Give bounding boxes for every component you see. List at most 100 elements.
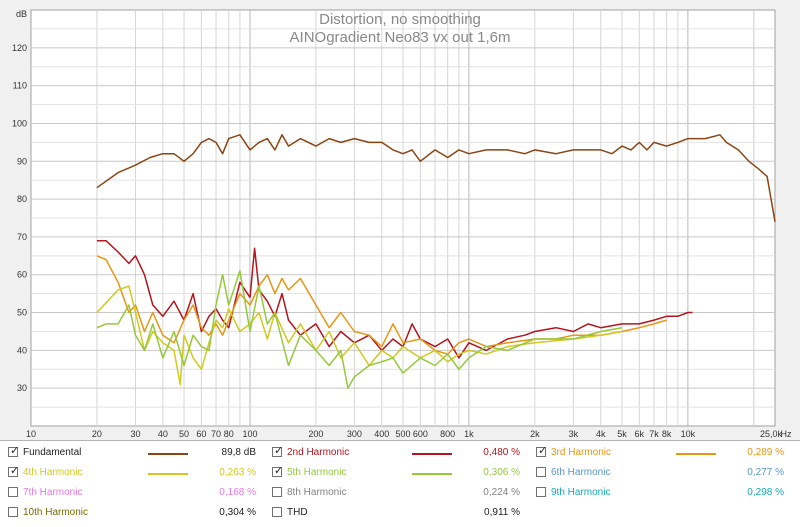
legend-name: 4th Harmonic — [23, 467, 83, 478]
x-tick-label: 200 — [308, 429, 323, 439]
legend-checkbox[interactable] — [272, 487, 282, 497]
legend-name: 2nd Harmonic — [287, 447, 350, 458]
legend-checkbox[interactable] — [8, 487, 18, 497]
legend-value: 0,306 % — [483, 467, 520, 478]
legend-item: 10th Harmonic 0,304 % — [8, 503, 270, 523]
x-tick-label: 4k — [596, 429, 606, 439]
legend-name: 5th Harmonic — [287, 467, 347, 478]
distortion-chart: 30 40 50 60 70 80 90 100 110 120 dB 10 20 30 40 50 60 70 8… — [12, 9, 792, 439]
series-line-4 — [96, 285, 623, 386]
x-axis-unit: Hz — [781, 429, 792, 439]
legend-name: 7th Harmonic — [23, 487, 83, 498]
x-tick-label: 40 — [158, 429, 168, 439]
legend-name: 6th Harmonic — [551, 467, 611, 478]
x-tick-label: 600 — [413, 429, 428, 439]
grid-layer — [30, 9, 776, 427]
legend-value: 0,224 % — [483, 487, 520, 498]
x-tick-label: 8k — [662, 429, 672, 439]
legend-checkbox[interactable]: ✓ — [8, 444, 20, 457]
checkmark-icon: ✓ — [10, 464, 20, 477]
legend-checkbox[interactable] — [272, 507, 282, 517]
legend-item: ✓ Fundamental 89,8 dB — [8, 443, 270, 463]
legend-item: 8th Harmonic 0,224 % — [272, 483, 534, 503]
legend-swatch — [148, 473, 188, 475]
y-tick-label: 110 — [13, 81, 27, 91]
x-tick-label: 800 — [440, 429, 455, 439]
legend-value: 0,263 % — [219, 467, 256, 478]
x-tick-label: 3k — [569, 429, 579, 439]
legend-item: 6th Harmonic 0,277 % — [536, 463, 798, 483]
x-tick-label: 80 — [224, 429, 234, 439]
legend-swatch — [148, 453, 188, 455]
legend-item: ✓ 2nd Harmonic 0,480 % — [272, 443, 534, 463]
y-tick-label: 120 — [12, 43, 27, 53]
x-tick-label: 500 — [395, 429, 410, 439]
legend-item: ✓ 5th Harmonic 0,306 % — [272, 463, 534, 483]
x-tick-label: 25,0k — [760, 429, 783, 439]
legend-item: ✓ 3rd Harmonic 0,289 % — [536, 443, 798, 463]
legend-name: THD — [287, 507, 308, 518]
y-tick-label: 30 — [17, 383, 27, 393]
x-tick-label: 1k — [464, 429, 474, 439]
x-tick-label: 30 — [130, 429, 140, 439]
x-tick-label: 10 — [26, 429, 36, 439]
x-tick-label: 5k — [617, 429, 627, 439]
y-tick-label: 60 — [17, 270, 27, 280]
legend-item: 9th Harmonic 0,298 % — [536, 483, 798, 503]
legend-swatch — [676, 453, 716, 455]
y-tick-label: 40 — [17, 345, 27, 355]
legend-checkbox[interactable]: ✓ — [536, 444, 548, 457]
legend-item: ✓ 4th Harmonic 0,263 % — [8, 463, 270, 483]
legend-item: THD 0,911 % — [272, 503, 534, 523]
legend-value: 0,168 % — [219, 487, 256, 498]
legend-value: 0,298 % — [747, 487, 784, 498]
legend-value: 0,911 % — [484, 507, 520, 518]
legend-value: 0,480 % — [483, 447, 520, 458]
legend-swatch — [412, 473, 452, 475]
legend-name: 10th Harmonic — [23, 507, 89, 518]
series-line-5 — [96, 270, 623, 389]
legend-checkbox[interactable]: ✓ — [272, 464, 284, 477]
y-tick-label: 100 — [12, 118, 27, 128]
x-tick-label: 50 — [179, 429, 189, 439]
checkmark-icon: ✓ — [538, 444, 548, 457]
legend-name: 3rd Harmonic — [551, 447, 612, 458]
x-tick-label: 300 — [347, 429, 362, 439]
y-tick-label: 90 — [17, 156, 27, 166]
legend-name: Fundamental — [23, 447, 82, 458]
x-tick-label: 400 — [374, 429, 389, 439]
legend-item: 7th Harmonic 0,168 % — [8, 483, 270, 503]
legend-value: 0,277 % — [747, 467, 784, 478]
y-tick-label: 70 — [17, 232, 27, 242]
x-tick-label: 60 — [196, 429, 206, 439]
x-tick-label: 6k — [635, 429, 645, 439]
y-axis-label: dB — [16, 9, 27, 19]
x-tick-label: 10k — [681, 429, 696, 439]
legend-name: 8th Harmonic — [287, 487, 347, 498]
series-layer — [96, 134, 776, 389]
legend-checkbox[interactable] — [536, 467, 546, 477]
checkmark-icon: ✓ — [10, 444, 20, 457]
x-tick-label: 2k — [530, 429, 540, 439]
checkmark-icon: ✓ — [274, 464, 284, 477]
legend-panel: ✓ Fundamental 89,8 dB ✓ 2nd Harmonic 0,480 % ✓… — [0, 440, 800, 527]
legend-name: 9th Harmonic — [551, 487, 611, 498]
legend-checkbox[interactable] — [8, 507, 18, 517]
x-tick-label: 100 — [242, 429, 257, 439]
chart-title: Distortion, no smoothing — [319, 11, 481, 28]
chart-subtitle: AINOgradient Neo83 vx out 1,6m — [290, 29, 511, 46]
legend-checkbox[interactable]: ✓ — [8, 464, 20, 477]
legend-checkbox[interactable]: ✓ — [272, 444, 284, 457]
legend-swatch — [412, 453, 452, 455]
x-tick-label: 7k — [649, 429, 659, 439]
checkmark-icon: ✓ — [274, 444, 284, 457]
y-tick-label: 80 — [17, 194, 27, 204]
legend-checkbox[interactable] — [536, 487, 546, 497]
y-tick-label: 50 — [17, 308, 27, 318]
x-tick-label: 20 — [92, 429, 102, 439]
legend-value: 0,289 % — [747, 447, 784, 458]
x-tick-label: 70 — [211, 429, 221, 439]
legend-value: 89,8 dB — [221, 447, 256, 458]
